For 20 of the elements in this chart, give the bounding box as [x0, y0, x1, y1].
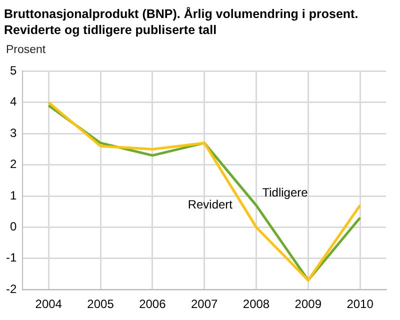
x-tick-label: 2010 — [346, 297, 374, 312]
x-tick-label: 2005 — [87, 297, 114, 312]
series-label: Revidert — [188, 198, 234, 212]
x-tick-label: 2007 — [190, 297, 218, 312]
x-tick-label: 2006 — [139, 297, 166, 312]
y-tick-label: 1 — [10, 188, 17, 202]
y-tick-label: 5 — [10, 64, 17, 78]
chart-subtitle: Reviderte og tidligere publiserte tall — [4, 22, 218, 38]
y-tick-label: 2 — [10, 157, 17, 172]
series-label: Tidligere — [262, 186, 308, 200]
y-tick-label: 0 — [10, 220, 17, 234]
x-tick-label: 2009 — [294, 297, 322, 312]
y-tick-label: -2 — [6, 282, 17, 296]
y-tick-label: -1 — [6, 250, 17, 265]
x-tick-label: 2004 — [35, 297, 62, 312]
chart-title: Bruttonasjonalprodukt (BNP). Årlig volumendring i prosent. — [4, 6, 360, 22]
x-tick-label: 2008 — [242, 297, 270, 312]
y-axis-title: Prosent — [5, 43, 47, 58]
y-tick-label: 3 — [10, 126, 17, 140]
y-tick-label: 4 — [10, 94, 17, 109]
